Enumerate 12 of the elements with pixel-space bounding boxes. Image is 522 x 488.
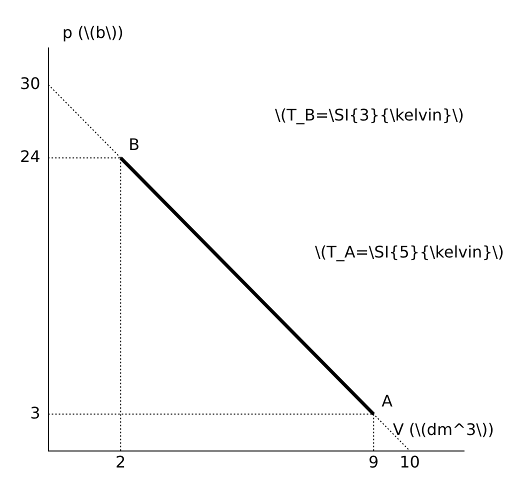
y-tick-label: 24 (20, 147, 40, 166)
y-axis-title: p (\(b\)) (62, 23, 124, 42)
annotation: \(T_B=\SI{3}{\kelvin}\) (274, 106, 464, 125)
x-tick-label: 2 (116, 452, 126, 472)
y-tick-label: 3 (30, 403, 40, 422)
annotation: B (128, 135, 140, 154)
annotation: \(T_A=\SI{5}{\kelvin}\) (315, 242, 504, 262)
x-tick-label: 9 (368, 452, 379, 472)
y-tick-label: 30 (20, 74, 40, 93)
x-tick-label: 10 (400, 452, 420, 472)
annotation: A (382, 391, 393, 410)
x-axis-title: V (\(dm^3\)) (392, 420, 494, 439)
